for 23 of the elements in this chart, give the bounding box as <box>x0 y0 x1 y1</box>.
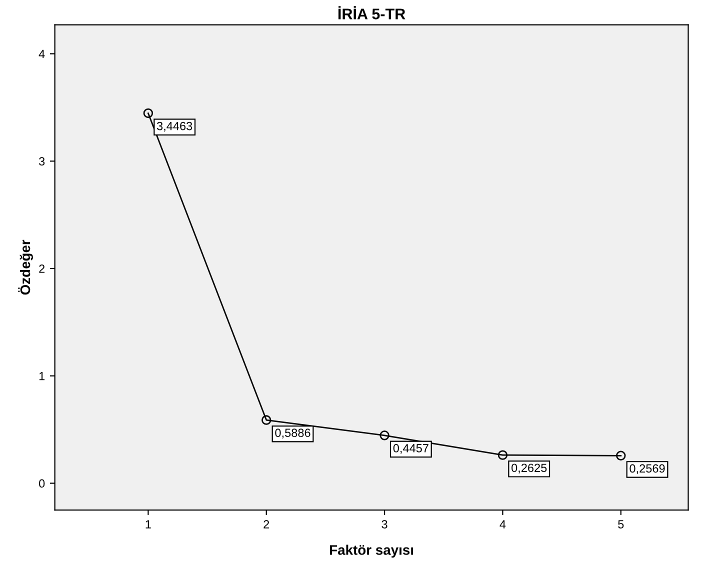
y-tick-label: 3 <box>38 157 45 166</box>
point <box>380 430 390 440</box>
point <box>498 450 508 460</box>
y-tick-label: 0 <box>39 479 45 488</box>
point <box>262 415 272 425</box>
point <box>143 108 154 118</box>
data-label: 0,2625 <box>512 464 547 474</box>
chart-title: İRİA 5-TR <box>338 6 406 20</box>
x-tick-label: 5 <box>618 520 624 528</box>
y-tick-label: 4 <box>38 50 45 58</box>
x-tick-label: 2 <box>264 520 270 528</box>
y-tick-label: 2 <box>39 264 45 273</box>
x-axis-title: Faktör sayısı <box>330 544 414 558</box>
x-tick-label: 3 <box>382 520 388 528</box>
y-tick-label: 1 <box>39 372 45 380</box>
data-label: 0,4457 <box>393 444 428 454</box>
data-label: 0,2569 <box>630 464 665 474</box>
data-label: 3,4463 <box>156 122 192 132</box>
x-tick-label: 1 <box>146 520 151 528</box>
y-axis-title: Özdeğer <box>18 240 33 295</box>
data-label: 0,5886 <box>275 428 310 438</box>
x-tick-label: 4 <box>500 520 506 528</box>
point <box>616 450 626 461</box>
